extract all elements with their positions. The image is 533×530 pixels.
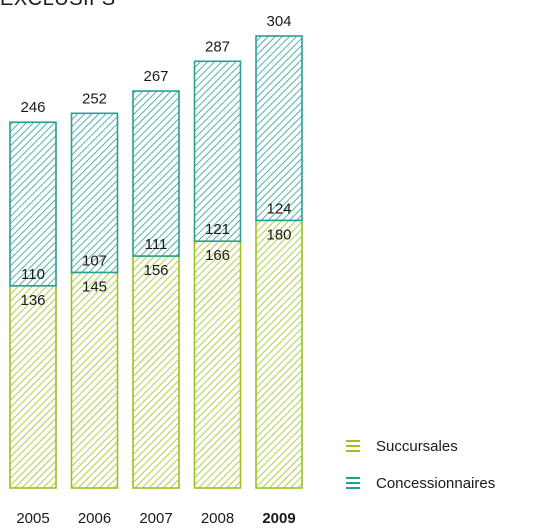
legend-swatch-icon: [346, 477, 360, 489]
legend-swatch-icon: [346, 440, 360, 452]
bar-succursales-2006: [70, 271, 119, 489]
legend-label: Concessionnaires: [376, 475, 495, 492]
total-label-2007: 267: [143, 68, 168, 85]
x-tick-label-2008: 2008: [201, 510, 234, 527]
value-label-succursales-2008: 166: [205, 247, 230, 264]
total-label-2008: 287: [205, 38, 230, 55]
bar-concessionnaires-2006: [70, 112, 119, 274]
bar-concessionnaires-2008: [193, 60, 242, 242]
legend-label: Succursales: [376, 438, 458, 455]
bar-succursales-2009: [255, 219, 303, 489]
value-label-concessionnaires-2005: 110: [21, 266, 45, 283]
x-tick-label-2005: 2005: [16, 510, 49, 527]
x-tick-label-2007: 2007: [139, 510, 172, 527]
value-label-concessionnaires-2007: 111: [145, 236, 168, 253]
value-label-concessionnaires-2009: 124: [266, 200, 291, 217]
x-tick-label-2009: 2009: [262, 510, 295, 527]
bar-succursales-2008: [193, 240, 242, 489]
total-label-2009: 304: [266, 13, 291, 30]
total-label-2006: 252: [82, 90, 107, 107]
bar-concessionnaires-2007: [132, 90, 180, 257]
value-label-succursales-2005: 136: [20, 292, 45, 309]
bar-concessionnaires-2005: [9, 121, 57, 287]
x-tick-label-2006: 2006: [78, 510, 111, 527]
bar-succursales-2005: [9, 284, 57, 489]
value-label-succursales-2009: 180: [266, 226, 291, 243]
legend-item-concessionnaires: Concessionnaires: [346, 475, 495, 492]
value-label-concessionnaires-2008: 121: [205, 221, 230, 238]
value-label-concessionnaires-2006: 107: [82, 252, 107, 269]
value-label-succursales-2007: 156: [143, 262, 168, 279]
bar-concessionnaires-2009: [255, 35, 303, 222]
bar-succursales-2007: [132, 255, 180, 489]
page-title: EXCLUSIFS: [0, 0, 116, 11]
legend-item-succursales: Succursales: [346, 438, 458, 455]
value-label-succursales-2006: 145: [82, 278, 107, 295]
total-label-2005: 246: [20, 99, 45, 116]
